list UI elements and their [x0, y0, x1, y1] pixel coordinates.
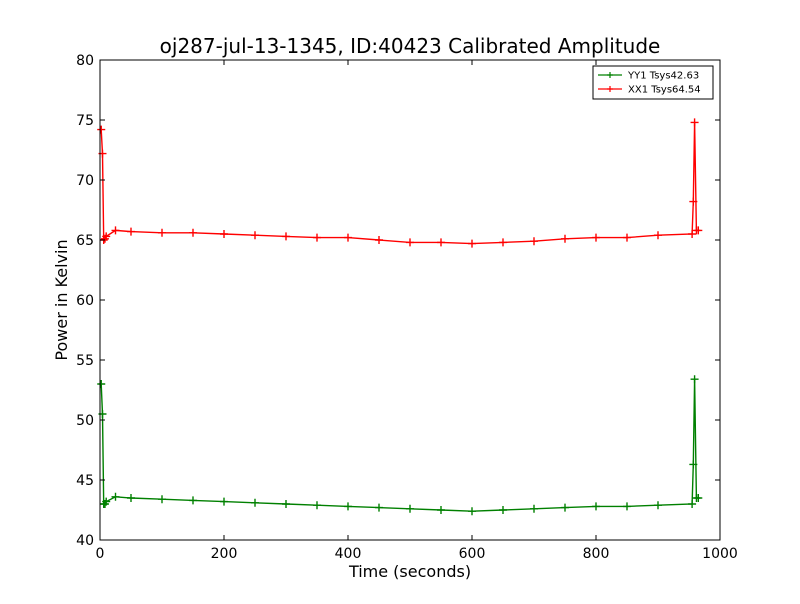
y-tick-label-8: 80 — [76, 53, 94, 69]
data-point-0-5 — [111, 492, 120, 501]
y-tick-label-6: 70 — [76, 173, 94, 189]
data-point-1-17 — [468, 239, 476, 248]
legend-marker-1 — [607, 86, 613, 92]
data-point-0-20 — [561, 503, 569, 512]
data-point-0-9 — [220, 497, 228, 506]
data-point-0-15 — [406, 504, 414, 513]
data-point-0-18 — [499, 506, 507, 514]
data-point-1-9 — [220, 230, 228, 238]
legend-box — [592, 65, 714, 100]
y-tick-label-5: 65 — [76, 233, 94, 249]
data-point-0-11 — [282, 500, 290, 508]
chart-title: oj287-jul-13-1345, ID:40423 Calibrated A… — [160, 34, 661, 58]
data-point-1-24 — [688, 230, 697, 238]
data-point-1-4 — [102, 232, 111, 241]
legend: YY1 Tsys42.63 XX1 Tsys64.54 — [592, 65, 714, 100]
data-point-0-8 — [189, 496, 197, 505]
y-tick-label-3: 55 — [76, 353, 94, 369]
data-point-1-22 — [623, 233, 631, 242]
data-point-0-7 — [158, 495, 166, 504]
data-point-1-26 — [690, 118, 699, 127]
data-point-0-21 — [592, 502, 600, 511]
data-point-1-0 — [97, 125, 106, 134]
series-line-1 — [100, 122, 699, 245]
x-tick-label-1: 200 — [211, 546, 238, 562]
data-point-1-6 — [127, 227, 135, 236]
data-point-1-28 — [694, 226, 703, 235]
data-point-0-12 — [313, 501, 321, 510]
legend-label-1: XX1 Tsys64.54 — [628, 85, 701, 96]
data-point-1-14 — [375, 236, 383, 244]
data-point-1-15 — [406, 238, 414, 247]
plot-frame — [99, 59, 721, 541]
x-axis-label: Time (seconds) — [348, 562, 471, 581]
data-point-1-25 — [689, 197, 698, 206]
data-point-0-28 — [694, 494, 703, 502]
series-line-0 — [100, 379, 699, 512]
data-point-1-8 — [189, 228, 197, 237]
data-point-0-17 — [468, 507, 476, 516]
data-point-0-23 — [654, 501, 662, 510]
y-tick-label-7: 75 — [76, 113, 94, 129]
data-point-1-5 — [111, 226, 120, 235]
data-point-0-6 — [127, 494, 135, 502]
legend-label-0: YY1 Tsys42.63 — [627, 71, 699, 82]
x-tick-label-2: 400 — [335, 546, 362, 562]
data-point-1-18 — [499, 238, 507, 247]
data-point-0-24 — [688, 500, 697, 508]
data-point-0-26 — [690, 375, 699, 384]
data-point-0-25 — [689, 460, 698, 469]
y-tick-label-2: 50 — [76, 413, 94, 429]
data-point-0-4 — [102, 497, 111, 506]
x-tick-label-4: 800 — [583, 546, 610, 562]
data-point-1-20 — [561, 234, 569, 243]
data-point-1-11 — [282, 232, 290, 241]
y-tick-label-4: 60 — [76, 293, 94, 309]
data-point-0-0 — [97, 380, 106, 388]
data-point-1-10 — [251, 231, 259, 240]
x-tick-label-5: 1000 — [702, 546, 738, 562]
data-point-1-16 — [437, 238, 445, 247]
x-tick-label-3: 600 — [459, 546, 486, 562]
data-point-1-13 — [344, 233, 352, 242]
y-tick-label-1: 45 — [76, 473, 94, 489]
data-point-0-13 — [344, 502, 352, 511]
data-point-1-7 — [158, 228, 166, 237]
data-point-0-22 — [623, 502, 631, 511]
data-point-0-14 — [375, 503, 383, 512]
plot-area: 0 200 400 600 800 1000 40 45 50 55 60 65 70 75 80 — [76, 53, 738, 562]
legend-marker-0 — [607, 72, 613, 78]
x-tick-label-0: 0 — [96, 546, 105, 562]
data-point-1-19 — [530, 237, 538, 246]
data-point-0-16 — [437, 506, 445, 514]
y-axis-label: Power in Kelvin — [52, 239, 71, 360]
data-point-0-10 — [251, 498, 259, 507]
data-point-1-12 — [313, 233, 321, 242]
data-point-0-19 — [530, 504, 538, 513]
data-point-1-21 — [592, 233, 600, 242]
y-tick-label-0: 40 — [76, 533, 94, 549]
data-point-1-23 — [654, 231, 662, 240]
